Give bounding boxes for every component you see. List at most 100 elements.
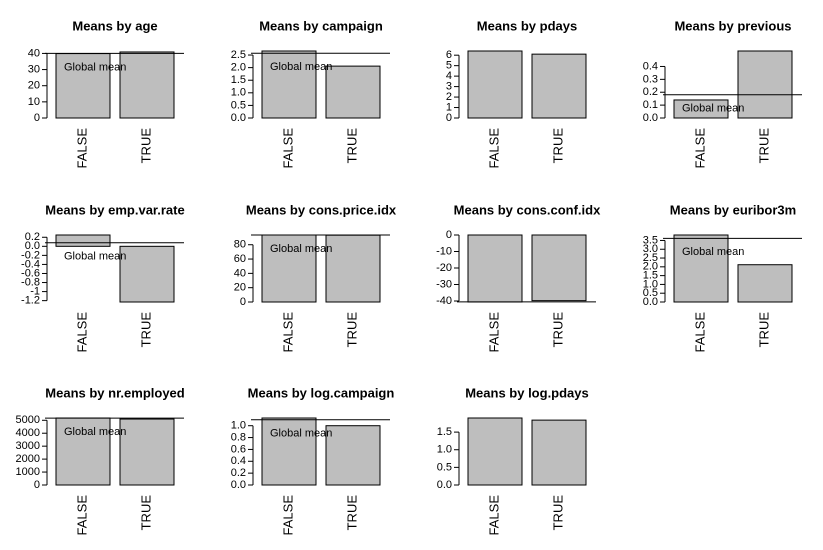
y-tick-label: 4 xyxy=(446,70,452,82)
y-tick-label: -1 xyxy=(30,285,40,297)
panel: Means by age 0 10 20 30 40 FALSE TRUE Global mea… xyxy=(28,18,184,168)
y-tick-label: 3000 xyxy=(16,440,40,452)
bar xyxy=(467,417,523,486)
y-tick-label: 0.0 xyxy=(231,112,246,124)
y-tick-label: 10 xyxy=(28,96,40,108)
x-tick-label: FALSE xyxy=(486,128,501,169)
bar xyxy=(55,417,111,486)
chart-title: Means by cons.conf.idx xyxy=(454,202,601,217)
bar xyxy=(325,234,381,303)
panel: Means by euribor3m 0.00.51.01.52.02.53.03… xyxy=(643,202,802,352)
y-tick-label: 0.2 xyxy=(643,86,658,98)
y-tick-label: 0.0 xyxy=(437,479,452,491)
y-tick-label: 40 xyxy=(234,267,246,279)
bar xyxy=(55,53,111,119)
y-tick-label: 40 xyxy=(28,47,40,59)
y-tick-label: -10 xyxy=(436,245,452,257)
x-tick-label: FALSE xyxy=(74,495,89,536)
bar xyxy=(673,234,729,303)
y-tick-label: 2 xyxy=(446,91,452,103)
y-tick-label: -1.2 xyxy=(21,295,40,307)
y-tick-label: 1.0 xyxy=(231,420,246,432)
x-tick-label: FALSE xyxy=(486,495,501,536)
x-tick-label: TRUE xyxy=(344,312,359,348)
y-tick-label: -20 xyxy=(436,262,452,274)
y-tick-label: -0.2 xyxy=(21,249,40,261)
y-tick-label: -40 xyxy=(436,295,452,307)
y-tick-label: -0.8 xyxy=(21,276,40,288)
x-tick-label: FALSE xyxy=(74,128,89,169)
y-tick-label: 1.5 xyxy=(231,74,246,86)
y-tick-label: 1.5 xyxy=(437,426,452,438)
x-tick-label: TRUE xyxy=(138,495,153,531)
y-tick-label: -0.6 xyxy=(21,267,40,279)
y-tick-label: 1.0 xyxy=(437,444,452,456)
bar xyxy=(531,234,587,302)
annotation: Global mean xyxy=(270,61,332,73)
y-tick-label: -0.4 xyxy=(21,258,40,270)
chart-title: Means by age xyxy=(72,18,157,33)
chart-title: Means by pdays xyxy=(477,18,577,33)
annotation: Global mean xyxy=(64,426,126,438)
bar xyxy=(261,234,317,303)
bar xyxy=(737,264,793,303)
annotation: Global mean xyxy=(270,243,332,255)
y-tick-label: 1.5 xyxy=(643,270,658,282)
panel: Means by cons.price.idx 0 20 40 60 80 FALSE TRU… xyxy=(234,202,397,352)
x-tick-label: TRUE xyxy=(756,128,771,164)
chart-title: Means by log.pdays xyxy=(465,385,589,400)
chart-title: Means by euribor3m xyxy=(670,202,796,217)
x-tick-label: TRUE xyxy=(550,312,565,348)
x-tick-label: TRUE xyxy=(550,128,565,164)
bar xyxy=(119,418,175,486)
y-tick-label: 0.6 xyxy=(231,443,246,455)
annotation: Global mean xyxy=(64,61,126,73)
panel: Means by emp.var.rate -1.2-1-0.8-0.6-0.4-… xyxy=(21,202,185,352)
x-tick-label: FALSE xyxy=(74,312,89,353)
x-tick-label: FALSE xyxy=(280,128,295,169)
chart-title: Means by campaign xyxy=(259,18,383,33)
x-tick-label: FALSE xyxy=(692,312,707,353)
x-tick-label: TRUE xyxy=(344,128,359,164)
y-tick-label: 30 xyxy=(28,63,40,75)
y-tick-label: 0.1 xyxy=(643,99,658,111)
y-tick-label: 2.5 xyxy=(643,252,658,264)
x-tick-label: TRUE xyxy=(138,312,153,348)
y-tick-label: 0.3 xyxy=(643,73,658,85)
y-tick-label: 3.0 xyxy=(643,243,658,255)
y-tick-label: 0 xyxy=(240,296,246,308)
chart-title: Means by log.campaign xyxy=(248,385,395,400)
x-tick-label: TRUE xyxy=(344,495,359,531)
panel: Means by log.campaign 0.00.20.40.60.81.0 F… xyxy=(231,385,395,535)
x-tick-label: TRUE xyxy=(756,312,771,348)
y-tick-label: 5000 xyxy=(16,414,40,426)
bar xyxy=(261,417,317,486)
x-tick-label: TRUE xyxy=(550,495,565,531)
chart-title: Means by cons.price.idx xyxy=(246,202,397,217)
y-tick-label: 0.0 xyxy=(643,112,658,124)
bar xyxy=(325,65,381,119)
panel: Means by log.pdays 0.0 0.5 1.0 1.5 FALSE TRUE xyxy=(437,385,589,535)
y-tick-label: -30 xyxy=(436,278,452,290)
y-tick-label: 0.5 xyxy=(231,99,246,111)
y-tick-label: 0.2 xyxy=(25,231,40,243)
bar xyxy=(673,99,729,119)
y-tick-label: 5 xyxy=(446,60,452,72)
y-tick-label: 0.5 xyxy=(643,287,658,299)
y-tick-label: 0.8 xyxy=(231,431,246,443)
y-tick-label: 2000 xyxy=(16,453,40,465)
bar xyxy=(737,50,793,119)
y-tick-label: 2.5 xyxy=(231,49,246,61)
bar xyxy=(261,50,317,119)
y-tick-label: 0 xyxy=(34,112,40,124)
y-tick-label: 1.0 xyxy=(643,278,658,290)
y-tick-label: 0 xyxy=(446,229,452,241)
y-tick-label: 80 xyxy=(234,239,246,251)
y-tick-label: 20 xyxy=(28,80,40,92)
x-tick-label: FALSE xyxy=(280,312,295,353)
annotation: Global mean xyxy=(270,428,332,440)
y-tick-label: 60 xyxy=(234,253,246,265)
y-tick-label: 2.0 xyxy=(231,62,246,74)
y-tick-label: 0 xyxy=(446,112,452,124)
y-tick-label: 1000 xyxy=(16,466,40,478)
